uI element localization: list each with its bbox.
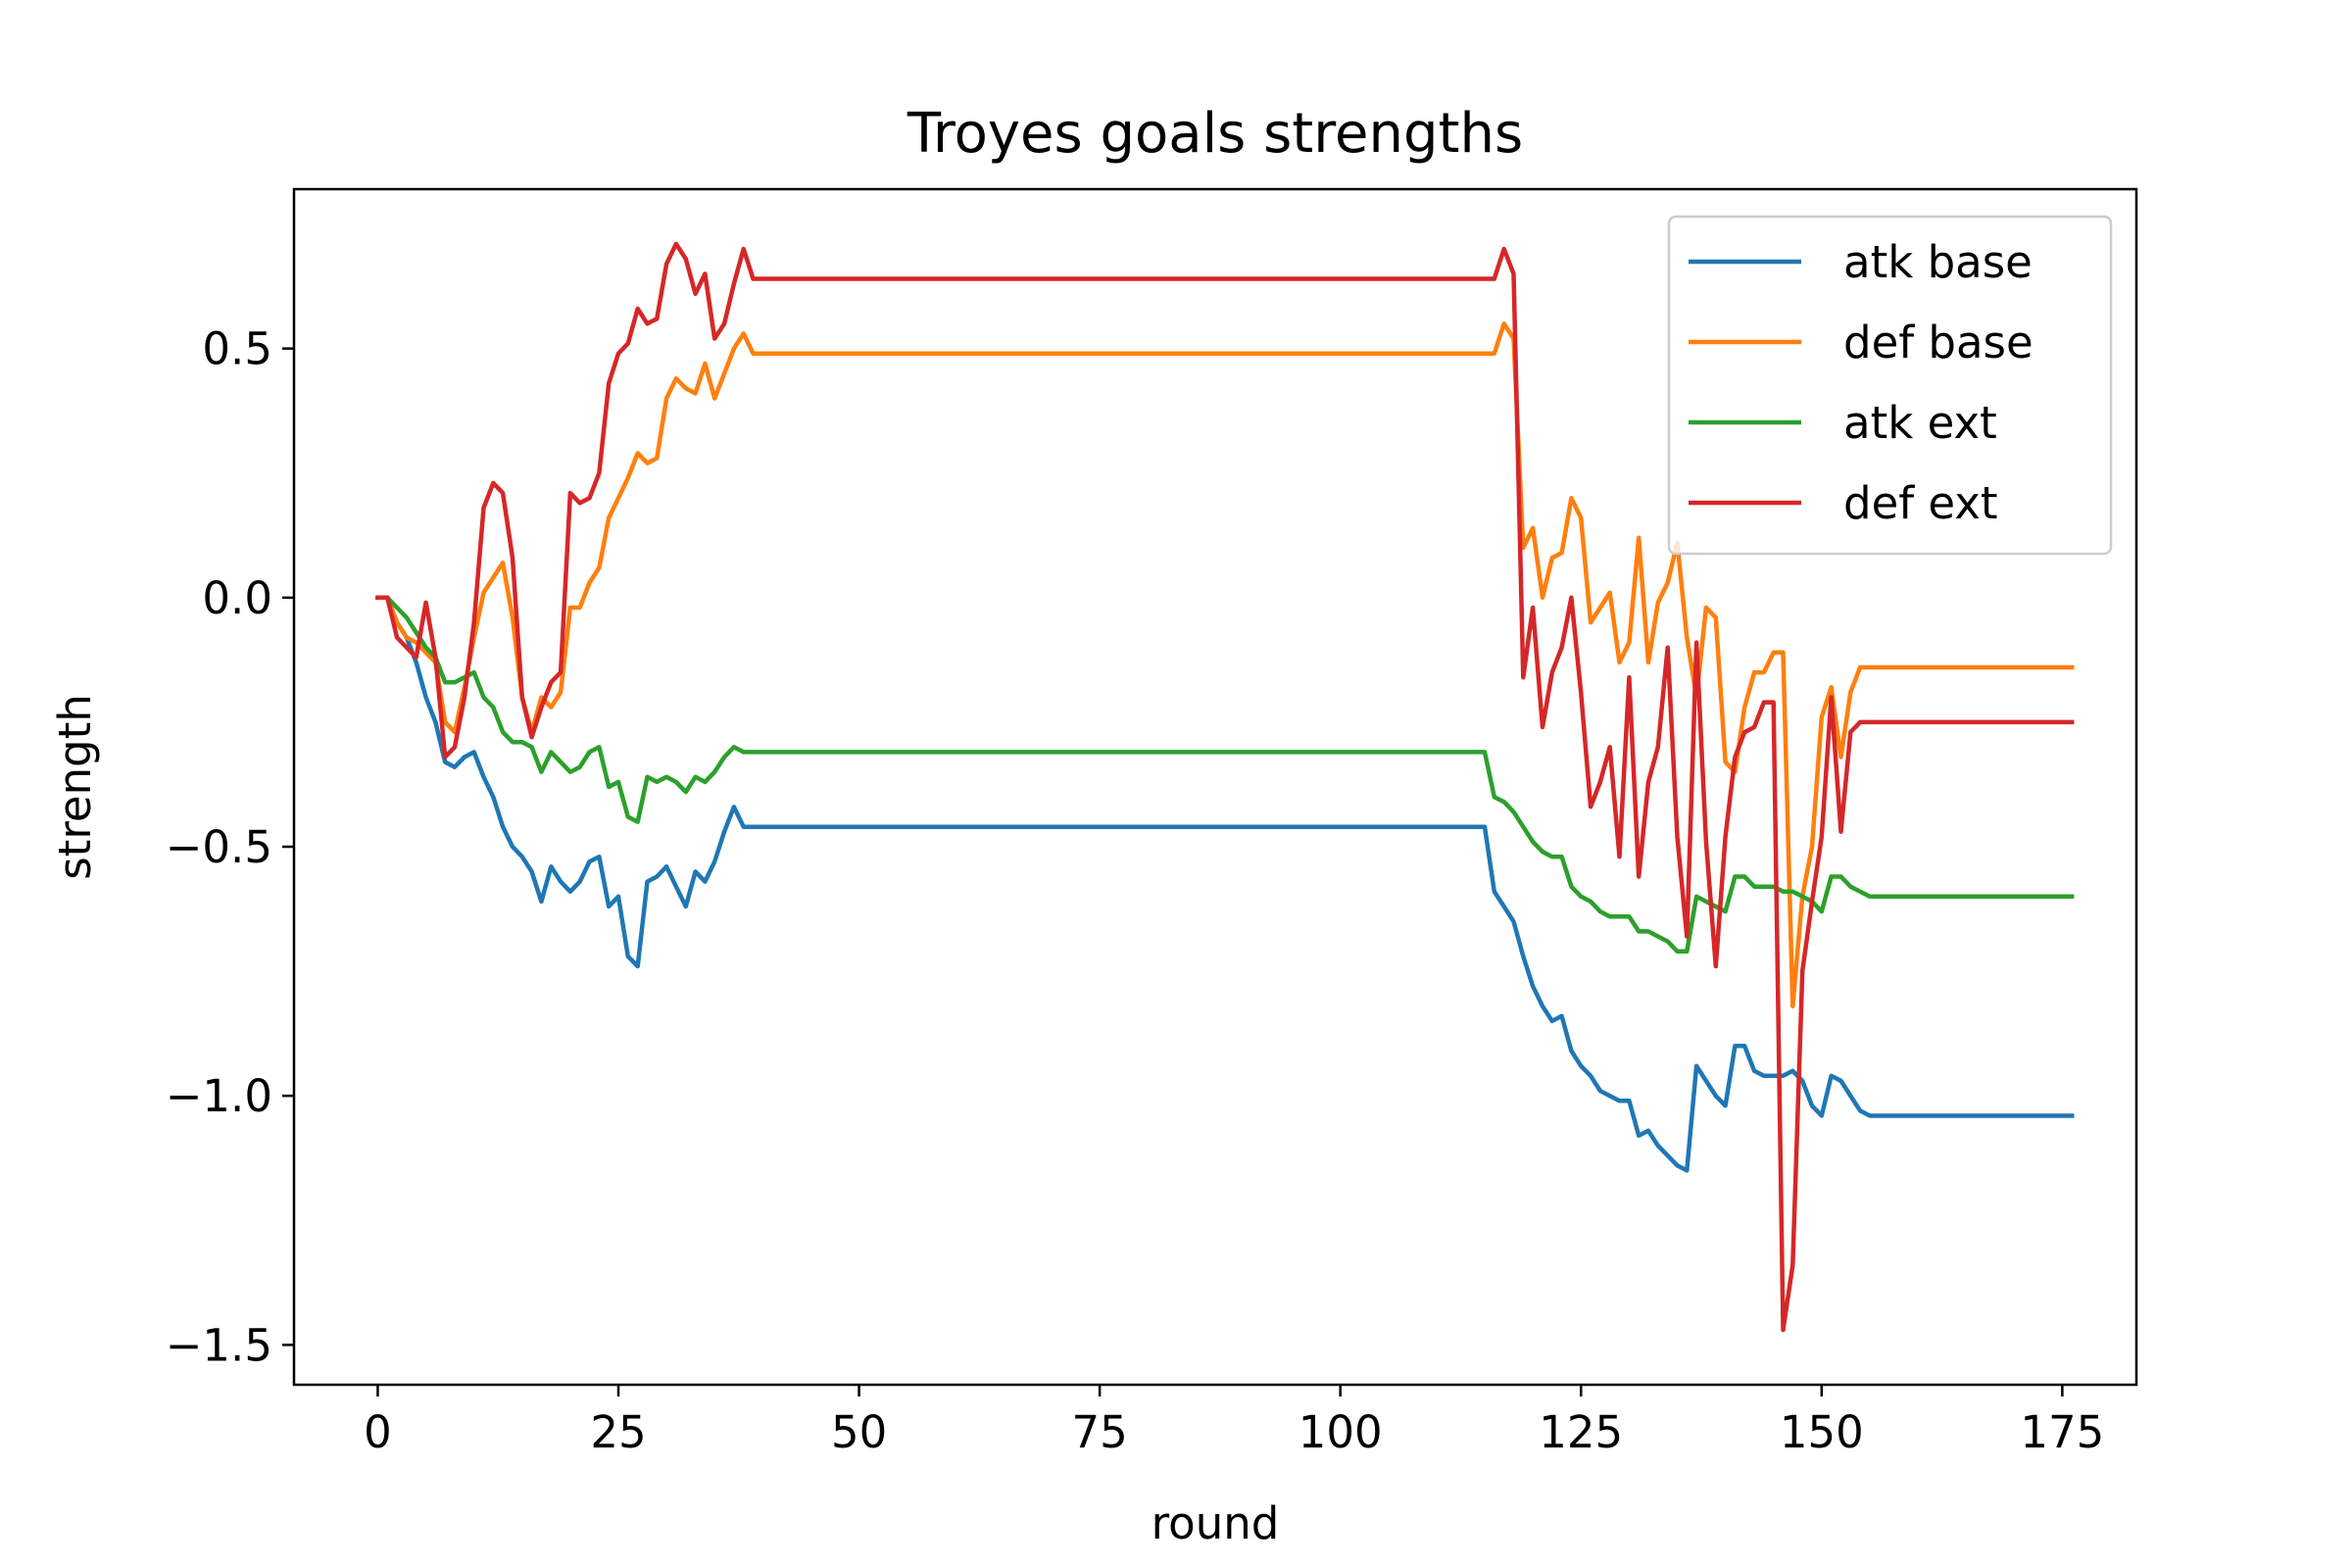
y-axis-label: strength <box>49 694 101 880</box>
plot-frame <box>292 187 2138 1387</box>
x-axis-label: round <box>1152 1497 1280 1549</box>
x-tick-label: 25 <box>590 1406 646 1458</box>
y-tick-label: −1.0 <box>166 1070 272 1122</box>
x-tick-label: 100 <box>1298 1406 1383 1458</box>
x-axis: 0 25 50 75 100 125 150 175 <box>364 1385 2104 1458</box>
series-line-atk-base <box>375 595 2075 1173</box>
chart-title: Troyes goals strengths <box>906 102 1523 166</box>
series-layer <box>375 241 2075 1333</box>
legend-label: def ext <box>1843 477 1998 529</box>
x-tick-label: 175 <box>2020 1406 2104 1458</box>
x-tick-label: 75 <box>1071 1406 1127 1458</box>
legend: atk base def base atk ext def ext <box>1667 215 2113 556</box>
y-tick-label: −0.5 <box>166 821 272 873</box>
y-tick-label: 0.0 <box>202 572 272 624</box>
x-tick-label: 50 <box>831 1406 887 1458</box>
legend-label: atk ext <box>1843 397 1997 449</box>
y-axis: 0.5 0.0 −0.5 −1.0 −1.5 <box>166 323 294 1371</box>
y-tick-label: −1.5 <box>166 1319 272 1371</box>
legend-label: atk base <box>1843 236 2033 288</box>
series-line-atk-ext <box>375 595 2075 955</box>
series-line-def-base <box>375 321 2075 1008</box>
x-tick-label: 0 <box>364 1406 392 1458</box>
legend-box <box>1667 215 2113 556</box>
legend-label: def base <box>1843 317 2034 368</box>
x-tick-label: 150 <box>1780 1406 1864 1458</box>
x-tick-label: 125 <box>1539 1406 1623 1458</box>
series-line-def-ext <box>375 241 2075 1333</box>
y-tick-label: 0.5 <box>202 323 272 375</box>
